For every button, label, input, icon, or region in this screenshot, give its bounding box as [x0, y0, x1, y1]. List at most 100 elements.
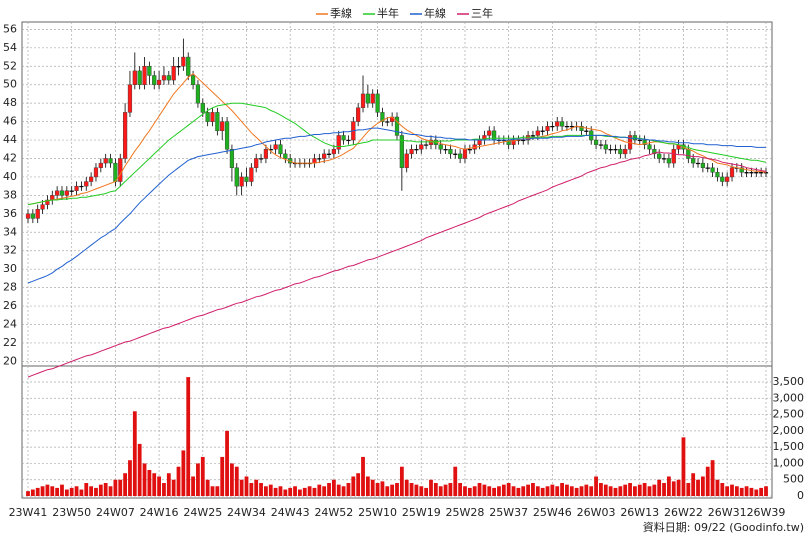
- candle-body: [637, 139, 642, 142]
- candle-body: [166, 75, 171, 81]
- x-tick-label: 26W31: [708, 506, 747, 519]
- candle-body: [545, 126, 550, 132]
- y-tick-label: 54: [3, 41, 17, 54]
- volume-bar: [35, 487, 40, 497]
- candle-body: [375, 93, 380, 113]
- plot-frame: [21, 21, 773, 499]
- volume-bar: [696, 479, 700, 497]
- candle-body: [608, 149, 613, 151]
- volume-bar: [113, 479, 118, 497]
- volume-bar: [69, 487, 74, 497]
- volume-bar: [30, 489, 35, 497]
- volume-bar: [196, 463, 200, 497]
- volume-bar: [477, 483, 482, 497]
- candle-body: [613, 149, 618, 151]
- volume-bar: [118, 479, 123, 497]
- candle-body: [190, 75, 196, 85]
- volume-bar: [560, 483, 564, 497]
- candle-body: [467, 149, 472, 151]
- volume-bar: [438, 486, 443, 497]
- volume-bar: [205, 479, 210, 497]
- volume-bar: [336, 484, 341, 497]
- x-tick-label: 26W13: [620, 506, 659, 519]
- volume-bar: [171, 479, 176, 497]
- x-tick-label: 24W07: [96, 506, 135, 519]
- candle-body: [584, 130, 589, 132]
- volume-bar: [453, 466, 458, 497]
- footer: 資料日期: 09/22 (Goodinfo.tw): [643, 520, 804, 534]
- volume-bar: [419, 486, 424, 497]
- volume-bar: [361, 456, 365, 497]
- candle-body: [118, 158, 123, 182]
- candle-body: [346, 139, 351, 142]
- volume-bar: [482, 484, 487, 497]
- volume-bar: [540, 487, 545, 497]
- volume-bar: [297, 489, 302, 497]
- volume-bar: [429, 479, 433, 497]
- candle-body: [239, 176, 244, 187]
- volume-bar: [404, 479, 409, 497]
- candle-body: [278, 144, 283, 155]
- candle-body: [705, 167, 710, 169]
- volume-bar: [608, 486, 613, 497]
- volume-bar: [322, 486, 327, 497]
- candle-body: [414, 149, 419, 151]
- candle-body: [530, 135, 536, 137]
- x-tick-label: 23W50: [52, 506, 91, 519]
- volume-bar: [501, 484, 506, 497]
- volume-bar: [565, 484, 569, 497]
- x-tick-label: 25W10: [358, 506, 397, 519]
- candle-body: [210, 112, 215, 122]
- candle-body: [720, 176, 725, 182]
- candle-body: [744, 172, 749, 174]
- candle-body: [171, 66, 176, 81]
- y-tick-label: 34: [3, 225, 17, 238]
- y2-tick-label: 1,000: [773, 456, 805, 469]
- candle-body: [45, 199, 50, 205]
- y-tick-label: 38: [3, 188, 17, 201]
- y-tick-label: 36: [3, 207, 17, 220]
- x-tick-label: 26W22: [664, 506, 703, 519]
- volume-bar: [613, 487, 618, 497]
- candle-body: [215, 112, 220, 132]
- candle-body: [380, 112, 385, 122]
- volume-bar: [186, 377, 191, 497]
- volume-bar: [642, 483, 647, 497]
- volume-bar: [64, 489, 69, 497]
- volume-bar: [356, 473, 361, 497]
- volume-bar: [166, 473, 171, 497]
- volume-bar: [739, 487, 744, 497]
- volume-bar: [147, 469, 152, 497]
- volume-bar: [516, 487, 521, 497]
- volume-bar: [346, 483, 351, 497]
- x-tick-label: 24W16: [140, 506, 179, 519]
- volume-bar: [50, 486, 55, 497]
- volume-bar: [730, 484, 734, 497]
- candle-body: [336, 135, 341, 150]
- volume-bar: [351, 476, 356, 497]
- candle-body: [458, 153, 463, 159]
- volume-bar: [749, 487, 754, 497]
- y-tick-label: 50: [3, 78, 17, 91]
- volume-bar: [521, 486, 526, 497]
- candle-body: [84, 181, 89, 187]
- volume-bar: [700, 476, 705, 497]
- volume-bar: [433, 483, 438, 497]
- candle-body: [258, 158, 264, 160]
- y2-tick-label: 3,500: [773, 375, 805, 388]
- volume-bar: [307, 486, 312, 497]
- candle-body: [404, 153, 409, 168]
- candle-body: [564, 126, 570, 128]
- candle-body: [569, 126, 574, 128]
- volume-bar: [579, 486, 584, 497]
- volume-bar: [472, 486, 477, 497]
- candle-body: [623, 149, 628, 155]
- volume-bar: [128, 460, 132, 497]
- volume-bar: [589, 486, 594, 497]
- volume-bar: [84, 483, 89, 497]
- candle-body: [341, 135, 346, 141]
- candle-body: [715, 172, 720, 178]
- candle-body: [477, 139, 482, 145]
- volume-bar: [89, 486, 94, 497]
- y-tick-label: 20: [3, 354, 17, 367]
